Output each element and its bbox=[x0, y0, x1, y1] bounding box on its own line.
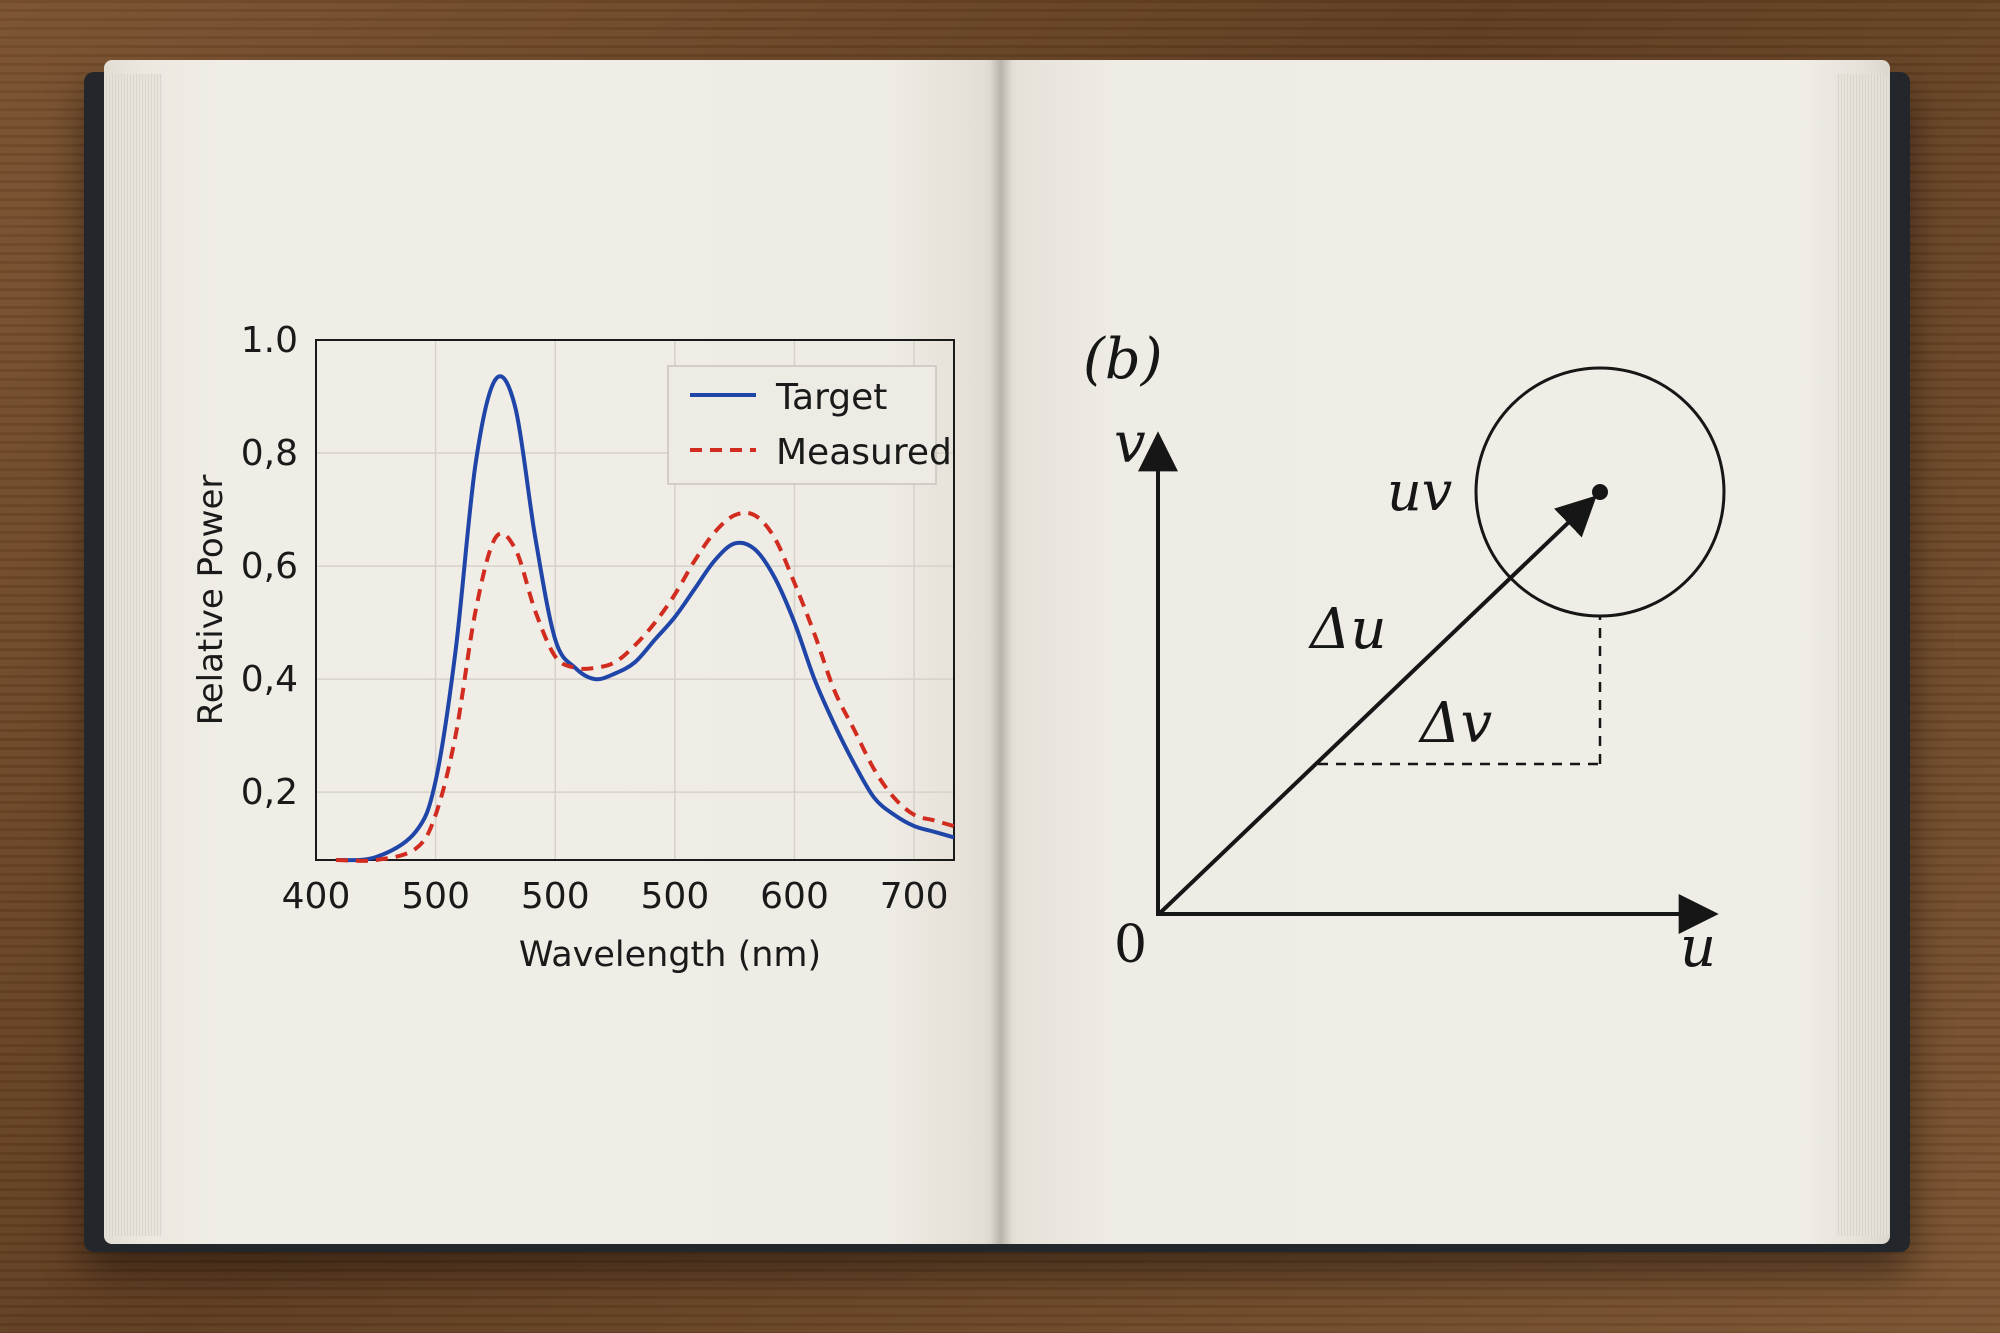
target-point bbox=[1592, 484, 1608, 500]
delta-v-label: Δv bbox=[1418, 691, 1492, 756]
x-tick-label: 500 bbox=[401, 876, 470, 917]
origin-label: 0 bbox=[1114, 915, 1147, 975]
plot-frame bbox=[315, 339, 955, 861]
delta-u-label: Δu bbox=[1308, 597, 1387, 662]
x-tick-label: 600 bbox=[760, 876, 829, 917]
x-tick-label: 700 bbox=[880, 876, 949, 917]
legend-measured-label: Measured bbox=[776, 432, 952, 473]
chart-legend: Target Measured bbox=[667, 365, 952, 485]
y-tick-label: 1.0 bbox=[241, 320, 298, 361]
right-page bbox=[1000, 60, 1890, 1244]
y-ticks: 1.0 0,8 0,6 0,4 0,2 bbox=[241, 320, 298, 813]
x-axis-label: Wavelength (nm) bbox=[519, 935, 821, 975]
y-tick-label: 0,2 bbox=[241, 772, 298, 813]
series-line-target bbox=[335, 374, 955, 863]
u-axis-label: u bbox=[1680, 915, 1716, 980]
series-line-measured bbox=[335, 510, 955, 863]
y-axis-label: Relative Power bbox=[191, 475, 231, 726]
x-tick-label: 500 bbox=[521, 876, 590, 917]
right-page-edges bbox=[1836, 74, 1890, 1236]
y-tick-label: 0,6 bbox=[241, 546, 298, 587]
v-axis-label: v bbox=[1114, 411, 1146, 476]
book-gutter bbox=[990, 60, 1012, 1244]
left-page-edges bbox=[104, 74, 162, 1236]
y-tick-label: 0,4 bbox=[241, 659, 298, 700]
legend-box bbox=[667, 365, 937, 485]
y-tick-label: 0,8 bbox=[241, 433, 298, 474]
series-lines bbox=[335, 374, 955, 863]
x-tick-label: 400 bbox=[282, 876, 351, 917]
x-ticks: 400 500 500 500 600 700 bbox=[282, 876, 949, 917]
panel-label: (b) bbox=[1083, 327, 1163, 392]
x-tick-label: 500 bbox=[641, 876, 710, 917]
uv-point-label: uv bbox=[1387, 460, 1452, 523]
delta-vector-arrow bbox=[1158, 495, 1597, 915]
legend-target-label: Target bbox=[775, 377, 887, 418]
